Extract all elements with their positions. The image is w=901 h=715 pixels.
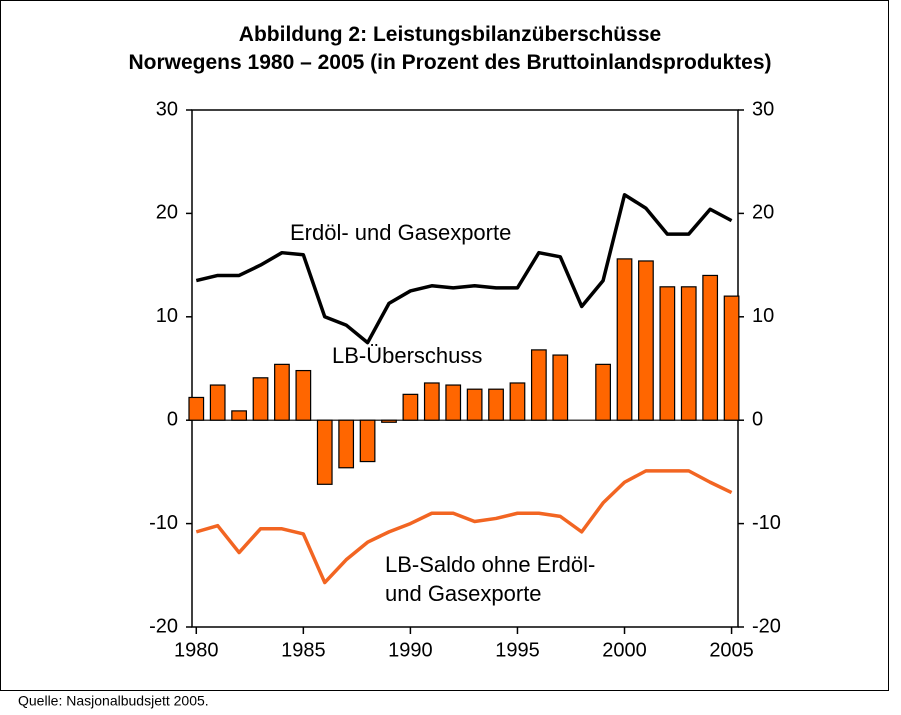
bar — [509, 382, 526, 421]
y-tick-label: 30 — [156, 98, 178, 120]
bar — [316, 419, 333, 485]
x-tick-label: 1985 — [281, 639, 326, 661]
bar — [466, 388, 483, 421]
y2-tick-label: 0 — [752, 408, 763, 430]
frame — [0, 0, 889, 691]
series-label: Erdöl- und Gasexporte — [290, 220, 511, 245]
y-tick-label: 0 — [167, 408, 178, 430]
x-tick-label: 2000 — [602, 639, 647, 661]
plot-area — [191, 109, 739, 628]
bar — [445, 384, 462, 421]
bar — [723, 295, 740, 421]
line — [195, 469, 733, 585]
bar — [359, 419, 376, 463]
bar — [295, 369, 312, 421]
bar — [231, 410, 247, 421]
source: Quelle: Nasjonalbudsjett 2005. — [18, 693, 209, 709]
bar — [616, 258, 633, 421]
x-tick-label: 1980 — [174, 639, 219, 661]
y2-tick-label: 20 — [752, 202, 774, 224]
y2-tick-label: -10 — [752, 512, 781, 534]
chart-title: Abbildung 2: Leistungsbilanzüberschüsse N… — [129, 23, 772, 74]
bar — [402, 393, 419, 421]
x-tick-label: 2005 — [709, 639, 754, 661]
bar — [638, 260, 654, 421]
bar — [702, 274, 719, 421]
bar — [423, 382, 440, 421]
bar — [381, 419, 397, 423]
bar — [209, 384, 226, 421]
y-tick-label: 20 — [156, 202, 178, 224]
y-tick-label: 10 — [156, 305, 178, 327]
series-label: LB-Saldo ohne Erdöl-und Gasexporte — [385, 552, 595, 606]
x-tick-label: 1995 — [495, 639, 540, 661]
bar — [659, 286, 676, 421]
bar — [680, 286, 697, 421]
line — [195, 193, 733, 345]
bar — [252, 377, 269, 421]
y2-tick-label: 30 — [752, 98, 774, 120]
bar — [530, 349, 547, 421]
y-tick-label: -10 — [149, 512, 178, 534]
y2-tick-label: 10 — [752, 305, 774, 327]
series-label: LB-Überschuss — [332, 343, 482, 368]
x-tick-label: 1990 — [388, 639, 433, 661]
y2-tick-label: -20 — [752, 615, 781, 637]
bar — [274, 363, 290, 421]
bar — [488, 388, 504, 421]
bar — [338, 419, 355, 469]
y-tick-label: -20 — [149, 615, 178, 637]
bar — [552, 354, 569, 421]
bar — [188, 396, 205, 421]
bar — [595, 363, 611, 421]
